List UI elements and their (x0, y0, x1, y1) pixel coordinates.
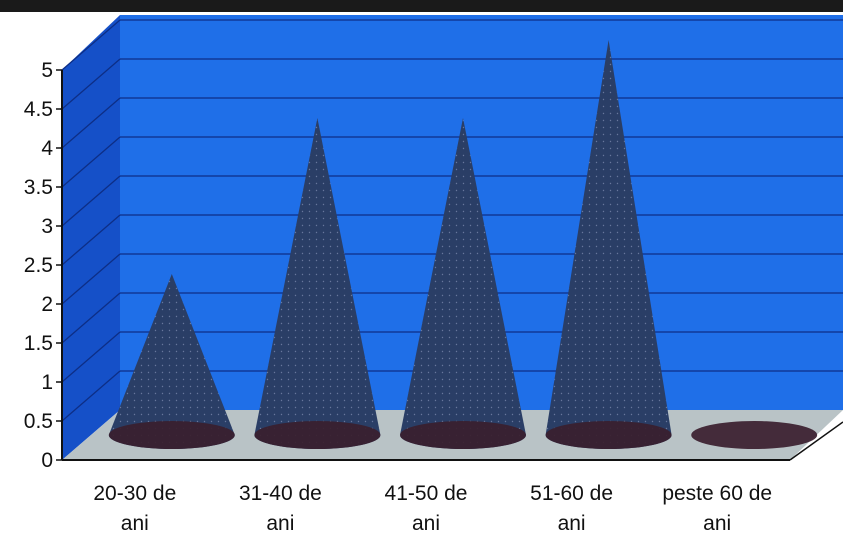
y-tick-label: 3 (41, 215, 53, 238)
cone-texture (108, 274, 235, 450)
x-category-label: ani (412, 512, 440, 535)
y-tick-label: 0 (41, 449, 53, 472)
cone-base (691, 421, 818, 449)
gridline-side (61, 175, 121, 227)
gridline-side (61, 136, 121, 188)
gridline-side (61, 331, 121, 383)
y-tick-label: 2.5 (24, 254, 53, 277)
x-category-label: 31-40 de (239, 482, 322, 505)
cone-texture (254, 118, 381, 450)
y-tick-label: 4 (41, 137, 53, 160)
side-wall (62, 15, 120, 460)
cone-base (400, 421, 526, 449)
y-tick-label: 0.5 (24, 410, 53, 433)
y-tick-label: 1 (41, 371, 53, 394)
y-tick-label: 5 (41, 59, 53, 82)
cone-bar (108, 274, 235, 450)
cone-base (108, 421, 235, 449)
y-tick-label: 1.5 (24, 332, 53, 355)
gridline-side (61, 292, 121, 344)
x-category-label: ani (266, 512, 294, 535)
y-tick-label: 2 (41, 293, 53, 316)
gridline-side (61, 97, 121, 149)
cone-bar (545, 40, 672, 450)
cone-texture (400, 118, 526, 449)
x-category-label: ani (121, 512, 149, 535)
category-axis: 20-30 de ani 31-40 de ani 41-50 de ani 51-60 d… (93, 482, 772, 535)
cone-base (545, 421, 672, 449)
gridline-side (61, 253, 121, 305)
x-category-label: ani (703, 512, 731, 535)
gridline-side (61, 58, 121, 110)
cone-base (254, 421, 381, 449)
x-category-label: peste 60 de (662, 482, 772, 505)
gridline-side (61, 370, 121, 422)
gridline-side (61, 19, 121, 71)
cone-bar (400, 118, 526, 449)
x-category-label: 51-60 de (530, 482, 613, 505)
cone-texture (545, 40, 672, 450)
x-category-label: 41-50 de (385, 482, 468, 505)
cone-bar (691, 421, 818, 449)
top-frame-bar (0, 0, 843, 12)
gridline-side (61, 214, 121, 266)
y-tick-label: 4.5 (24, 98, 53, 121)
x-category-label: ani (558, 512, 586, 535)
cone-bar (254, 118, 381, 450)
cone-series (108, 40, 818, 450)
y-tick-label: 3.5 (24, 176, 53, 199)
x-category-label: 20-30 de (93, 482, 176, 505)
floor-edge (789, 421, 843, 461)
